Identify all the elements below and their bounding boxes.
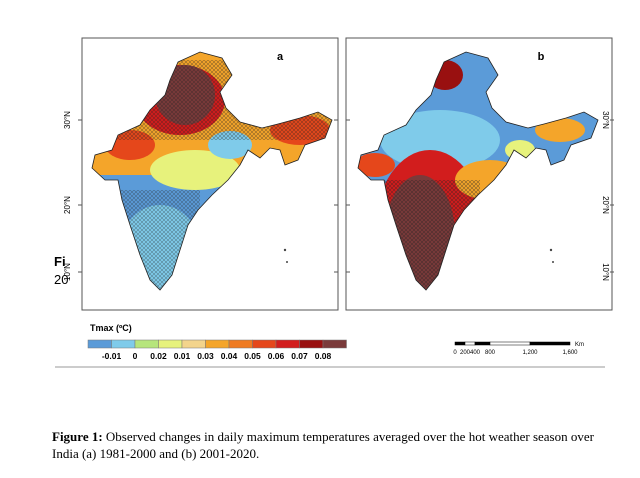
panel-label: b <box>538 51 545 63</box>
legend-label: 0.08 <box>315 351 332 361</box>
legend-swatch <box>87 339 112 349</box>
scale-segment <box>474 341 491 346</box>
island <box>283 248 287 252</box>
caption-label: Figure 1: <box>52 429 103 444</box>
legend-swatch <box>158 339 183 349</box>
scale-segment <box>454 341 466 346</box>
legend-swatch <box>275 339 300 349</box>
scale-label: 0 <box>453 350 457 356</box>
latitude-label: 30°N <box>601 111 610 129</box>
legend-swatch <box>322 339 347 349</box>
panel-label: a <box>277 51 284 63</box>
scale-segment <box>529 341 571 346</box>
legend-label: 0.05 <box>244 351 261 361</box>
legend-swatch <box>134 339 159 349</box>
latitude-label: 20°N <box>601 196 610 214</box>
legend-label: 0.02 <box>150 351 167 361</box>
legend-swatch <box>205 339 230 349</box>
island <box>286 261 288 263</box>
legend-swatch <box>252 339 277 349</box>
scale-segment <box>464 341 476 346</box>
legend-title: Tmax (ºC) <box>90 323 132 333</box>
legend-label: 0.01 <box>174 351 191 361</box>
island <box>549 248 553 252</box>
caption-text: Observed changes in daily maximum temper… <box>52 429 594 461</box>
scale-label: 1,200 <box>522 350 538 356</box>
latitude-label: 10°N <box>63 263 72 281</box>
legend-label: 0.03 <box>197 351 214 361</box>
hidden-text: Fi <box>54 254 66 269</box>
caption: Figure 1: Observed changes in daily maxi… <box>52 428 612 462</box>
island <box>552 261 554 263</box>
latitude-label: 30°N <box>63 111 72 129</box>
scale-unit: Km <box>575 342 584 348</box>
latitude-label: 20°N <box>63 196 72 214</box>
legend-label: 0.07 <box>291 351 308 361</box>
scale-label: 400 <box>470 350 481 356</box>
scale-label: 800 <box>485 350 496 356</box>
legend-swatch <box>228 339 253 349</box>
legend-swatch <box>181 339 206 349</box>
scale-label: 1,600 <box>562 350 578 356</box>
legend-label: 0 <box>133 351 138 361</box>
latitude-label: 10°N <box>601 263 610 281</box>
legend-swatch <box>299 339 324 349</box>
hidden-text: 20 <box>54 272 68 287</box>
legend-label: 0.06 <box>268 351 285 361</box>
legend-label: -0.01 <box>102 351 122 361</box>
scale-segment <box>489 341 531 346</box>
legend-label: 0.04 <box>221 351 238 361</box>
legend-swatch <box>111 339 136 349</box>
scale-label: 200 <box>460 350 471 356</box>
